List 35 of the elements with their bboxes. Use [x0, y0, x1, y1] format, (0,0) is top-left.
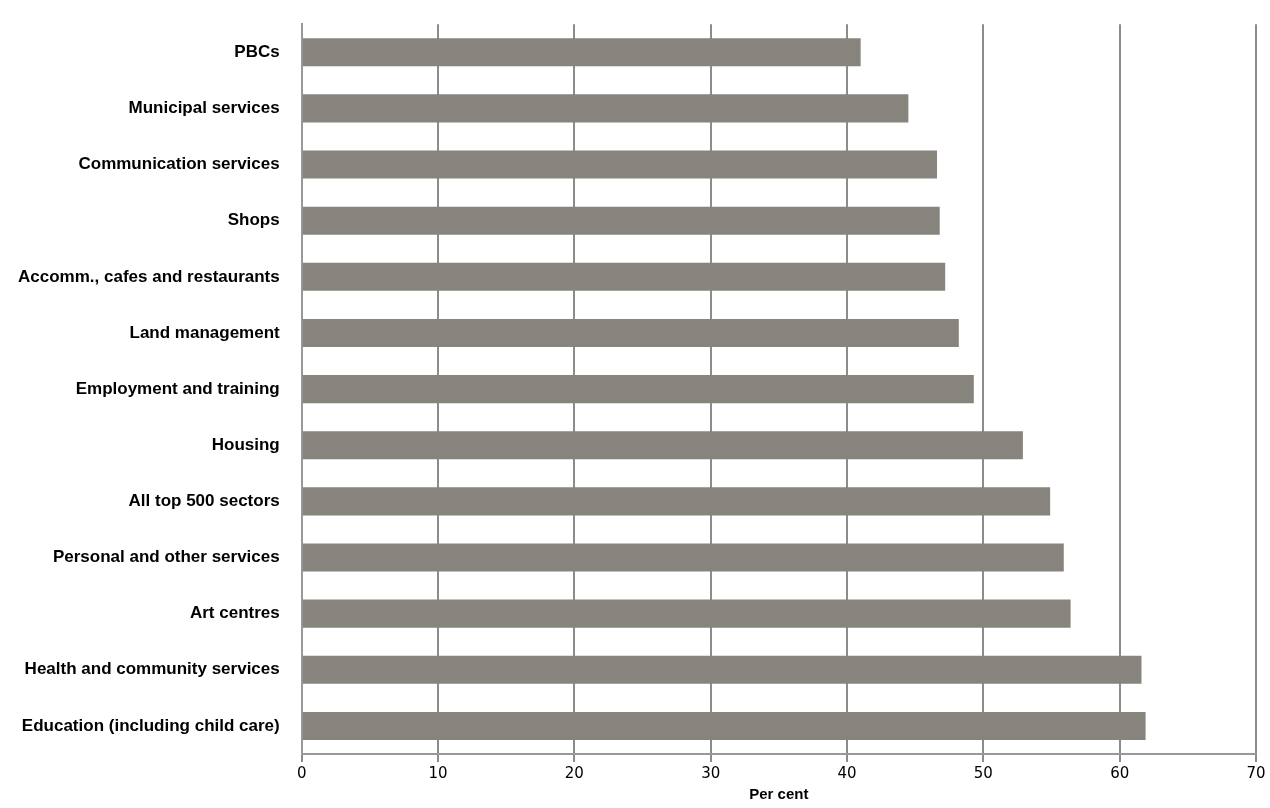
- y-tick-label: All top 500 sectors: [128, 491, 280, 511]
- x-tick-label: 0: [296, 763, 307, 782]
- bar: [302, 206, 940, 235]
- bar: [302, 262, 946, 291]
- y-tick-label: Shops: [227, 210, 280, 230]
- x-tick-label: 60: [1110, 763, 1130, 782]
- bar: [302, 487, 1051, 516]
- y-tick-label: PBCs: [234, 41, 280, 61]
- y-tick-label: Personal and other services: [52, 547, 280, 567]
- y-tick-label: Art centres: [189, 603, 280, 623]
- bar: [302, 711, 1146, 740]
- bar: [302, 543, 1064, 572]
- bar: [302, 318, 959, 347]
- y-tick-label: Health and community services: [24, 659, 280, 679]
- y-tick-label: Communication services: [78, 154, 280, 174]
- x-tick-label: 20: [564, 763, 584, 782]
- x-tick-label: 10: [428, 763, 448, 782]
- bar: [302, 431, 1023, 460]
- x-tick-label: 30: [701, 763, 721, 782]
- y-tick-label: Housing: [211, 434, 280, 454]
- bar: [302, 655, 1142, 684]
- x-tick-label: 50: [973, 763, 993, 782]
- y-tick-label: Land management: [129, 322, 281, 342]
- y-tick-label: Education (including child care): [21, 715, 280, 735]
- bar: [302, 150, 937, 179]
- bar: [302, 599, 1071, 628]
- x-tick-label: 40: [837, 763, 857, 782]
- y-tick-label: Accomm., cafes and restaurants: [18, 266, 280, 286]
- y-tick-label: Municipal services: [128, 98, 280, 118]
- bar: [302, 375, 974, 404]
- bar: [302, 38, 861, 67]
- bar: [302, 94, 909, 123]
- x-tick-label: 70: [1246, 763, 1266, 782]
- y-tick-label: Employment and training: [75, 378, 280, 398]
- x-axis-title: Per cent: [749, 785, 809, 803]
